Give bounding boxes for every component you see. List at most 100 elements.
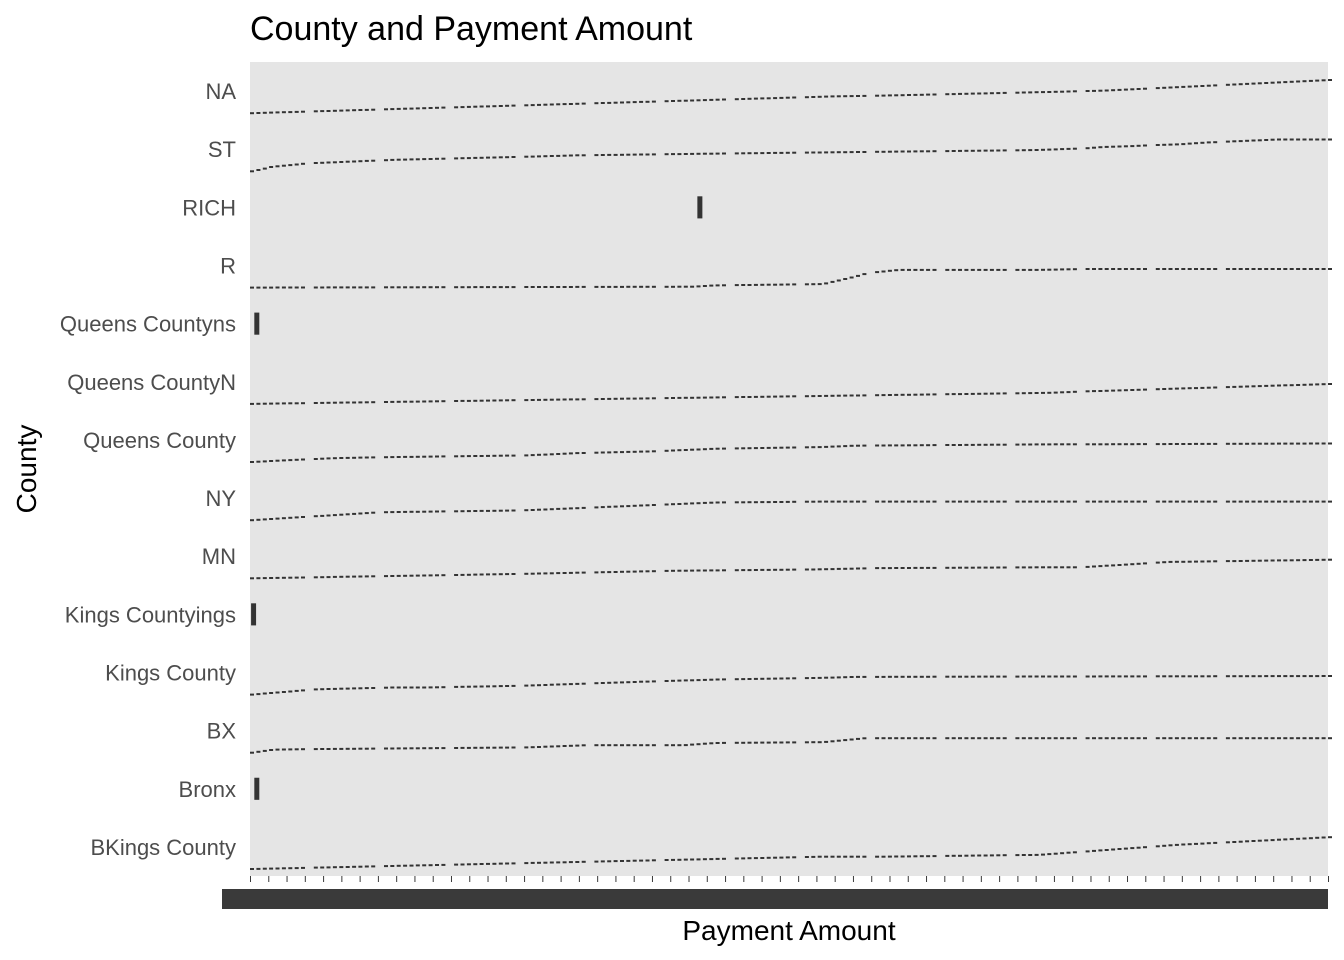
data-point	[1174, 560, 1179, 563]
data-point	[479, 746, 484, 749]
series-kings-countyings	[251, 603, 257, 626]
data-point	[907, 855, 911, 858]
data-point	[1270, 500, 1275, 503]
data-point	[964, 92, 969, 95]
data-point	[1321, 737, 1326, 740]
data-point	[269, 518, 274, 520]
data-point	[1028, 268, 1033, 271]
data-point	[600, 154, 605, 156]
data-point	[824, 394, 829, 397]
data-point	[1136, 675, 1141, 678]
data-point	[613, 285, 618, 288]
data-point	[1289, 138, 1294, 141]
data-point	[919, 500, 924, 503]
data-point	[524, 454, 529, 457]
data-point	[345, 687, 350, 690]
data-point	[371, 286, 376, 289]
data-point	[1060, 443, 1065, 446]
data-point	[1092, 268, 1096, 270]
data-point	[970, 268, 975, 271]
data-point	[1296, 442, 1301, 445]
data-point	[479, 573, 484, 576]
data-point	[894, 855, 899, 858]
data-point	[530, 399, 535, 401]
data-point	[1315, 737, 1320, 740]
data-point	[697, 196, 703, 219]
x-tick-mark	[359, 876, 361, 882]
data-point	[932, 675, 937, 678]
data-point	[1200, 500, 1205, 503]
data-point	[524, 862, 529, 865]
data-point	[913, 675, 918, 678]
data-point	[836, 676, 841, 679]
data-point	[1162, 737, 1167, 740]
data-point	[804, 741, 809, 744]
data-point	[269, 692, 274, 694]
data-point	[862, 567, 867, 570]
data-point	[1206, 141, 1211, 144]
data-point	[332, 747, 337, 750]
data-point	[364, 865, 369, 868]
data-point	[549, 508, 554, 511]
x-tick-mark	[1236, 876, 1238, 882]
data-point	[722, 396, 726, 399]
data-point	[403, 747, 408, 750]
data-point	[1315, 138, 1320, 141]
data-point	[403, 510, 408, 513]
data-point	[632, 681, 637, 683]
data-point	[301, 110, 305, 113]
data-point	[390, 456, 395, 459]
data-point	[1328, 442, 1332, 445]
data-point	[887, 675, 892, 678]
data-point	[492, 105, 497, 108]
data-point	[964, 443, 969, 446]
data-point	[817, 95, 822, 98]
data-point	[881, 394, 886, 397]
data-point	[766, 677, 771, 680]
data-point	[435, 157, 439, 160]
data-point	[250, 751, 254, 754]
data-point	[907, 737, 911, 740]
data-point	[830, 500, 835, 503]
data-point	[543, 453, 548, 456]
data-point	[1296, 837, 1301, 840]
data-point	[1021, 854, 1026, 856]
data-point	[1251, 82, 1256, 85]
data-point	[651, 859, 656, 862]
data-point	[715, 396, 720, 399]
data-point	[594, 154, 599, 157]
data-point	[441, 157, 446, 160]
data-point	[1315, 675, 1320, 678]
data-point	[339, 161, 344, 163]
data-point	[479, 685, 484, 688]
data-point	[549, 861, 554, 864]
data-point	[1041, 443, 1045, 446]
data-point	[466, 286, 471, 289]
data-point	[562, 572, 567, 574]
data-point	[1021, 268, 1026, 271]
data-point	[250, 577, 254, 580]
data-point	[460, 510, 465, 513]
data-point	[683, 858, 688, 861]
data-point	[543, 155, 548, 158]
data-point	[1072, 675, 1077, 678]
data-point	[932, 855, 937, 858]
data-point	[626, 397, 631, 400]
data-point	[600, 451, 605, 454]
data-point	[1162, 443, 1167, 446]
data-point	[881, 270, 886, 273]
data-point	[645, 680, 650, 683]
data-point	[1245, 82, 1250, 85]
data-point	[1155, 87, 1160, 90]
data-point	[1194, 500, 1198, 503]
data-point	[409, 510, 414, 513]
x-tick-mark	[706, 876, 708, 882]
data-point	[1060, 268, 1065, 271]
data-point	[773, 283, 778, 286]
data-point	[441, 686, 446, 689]
data-point	[1041, 148, 1045, 151]
data-point	[1181, 737, 1186, 740]
data-point	[396, 511, 401, 513]
data-point	[1187, 387, 1192, 390]
data-point	[1092, 675, 1096, 678]
